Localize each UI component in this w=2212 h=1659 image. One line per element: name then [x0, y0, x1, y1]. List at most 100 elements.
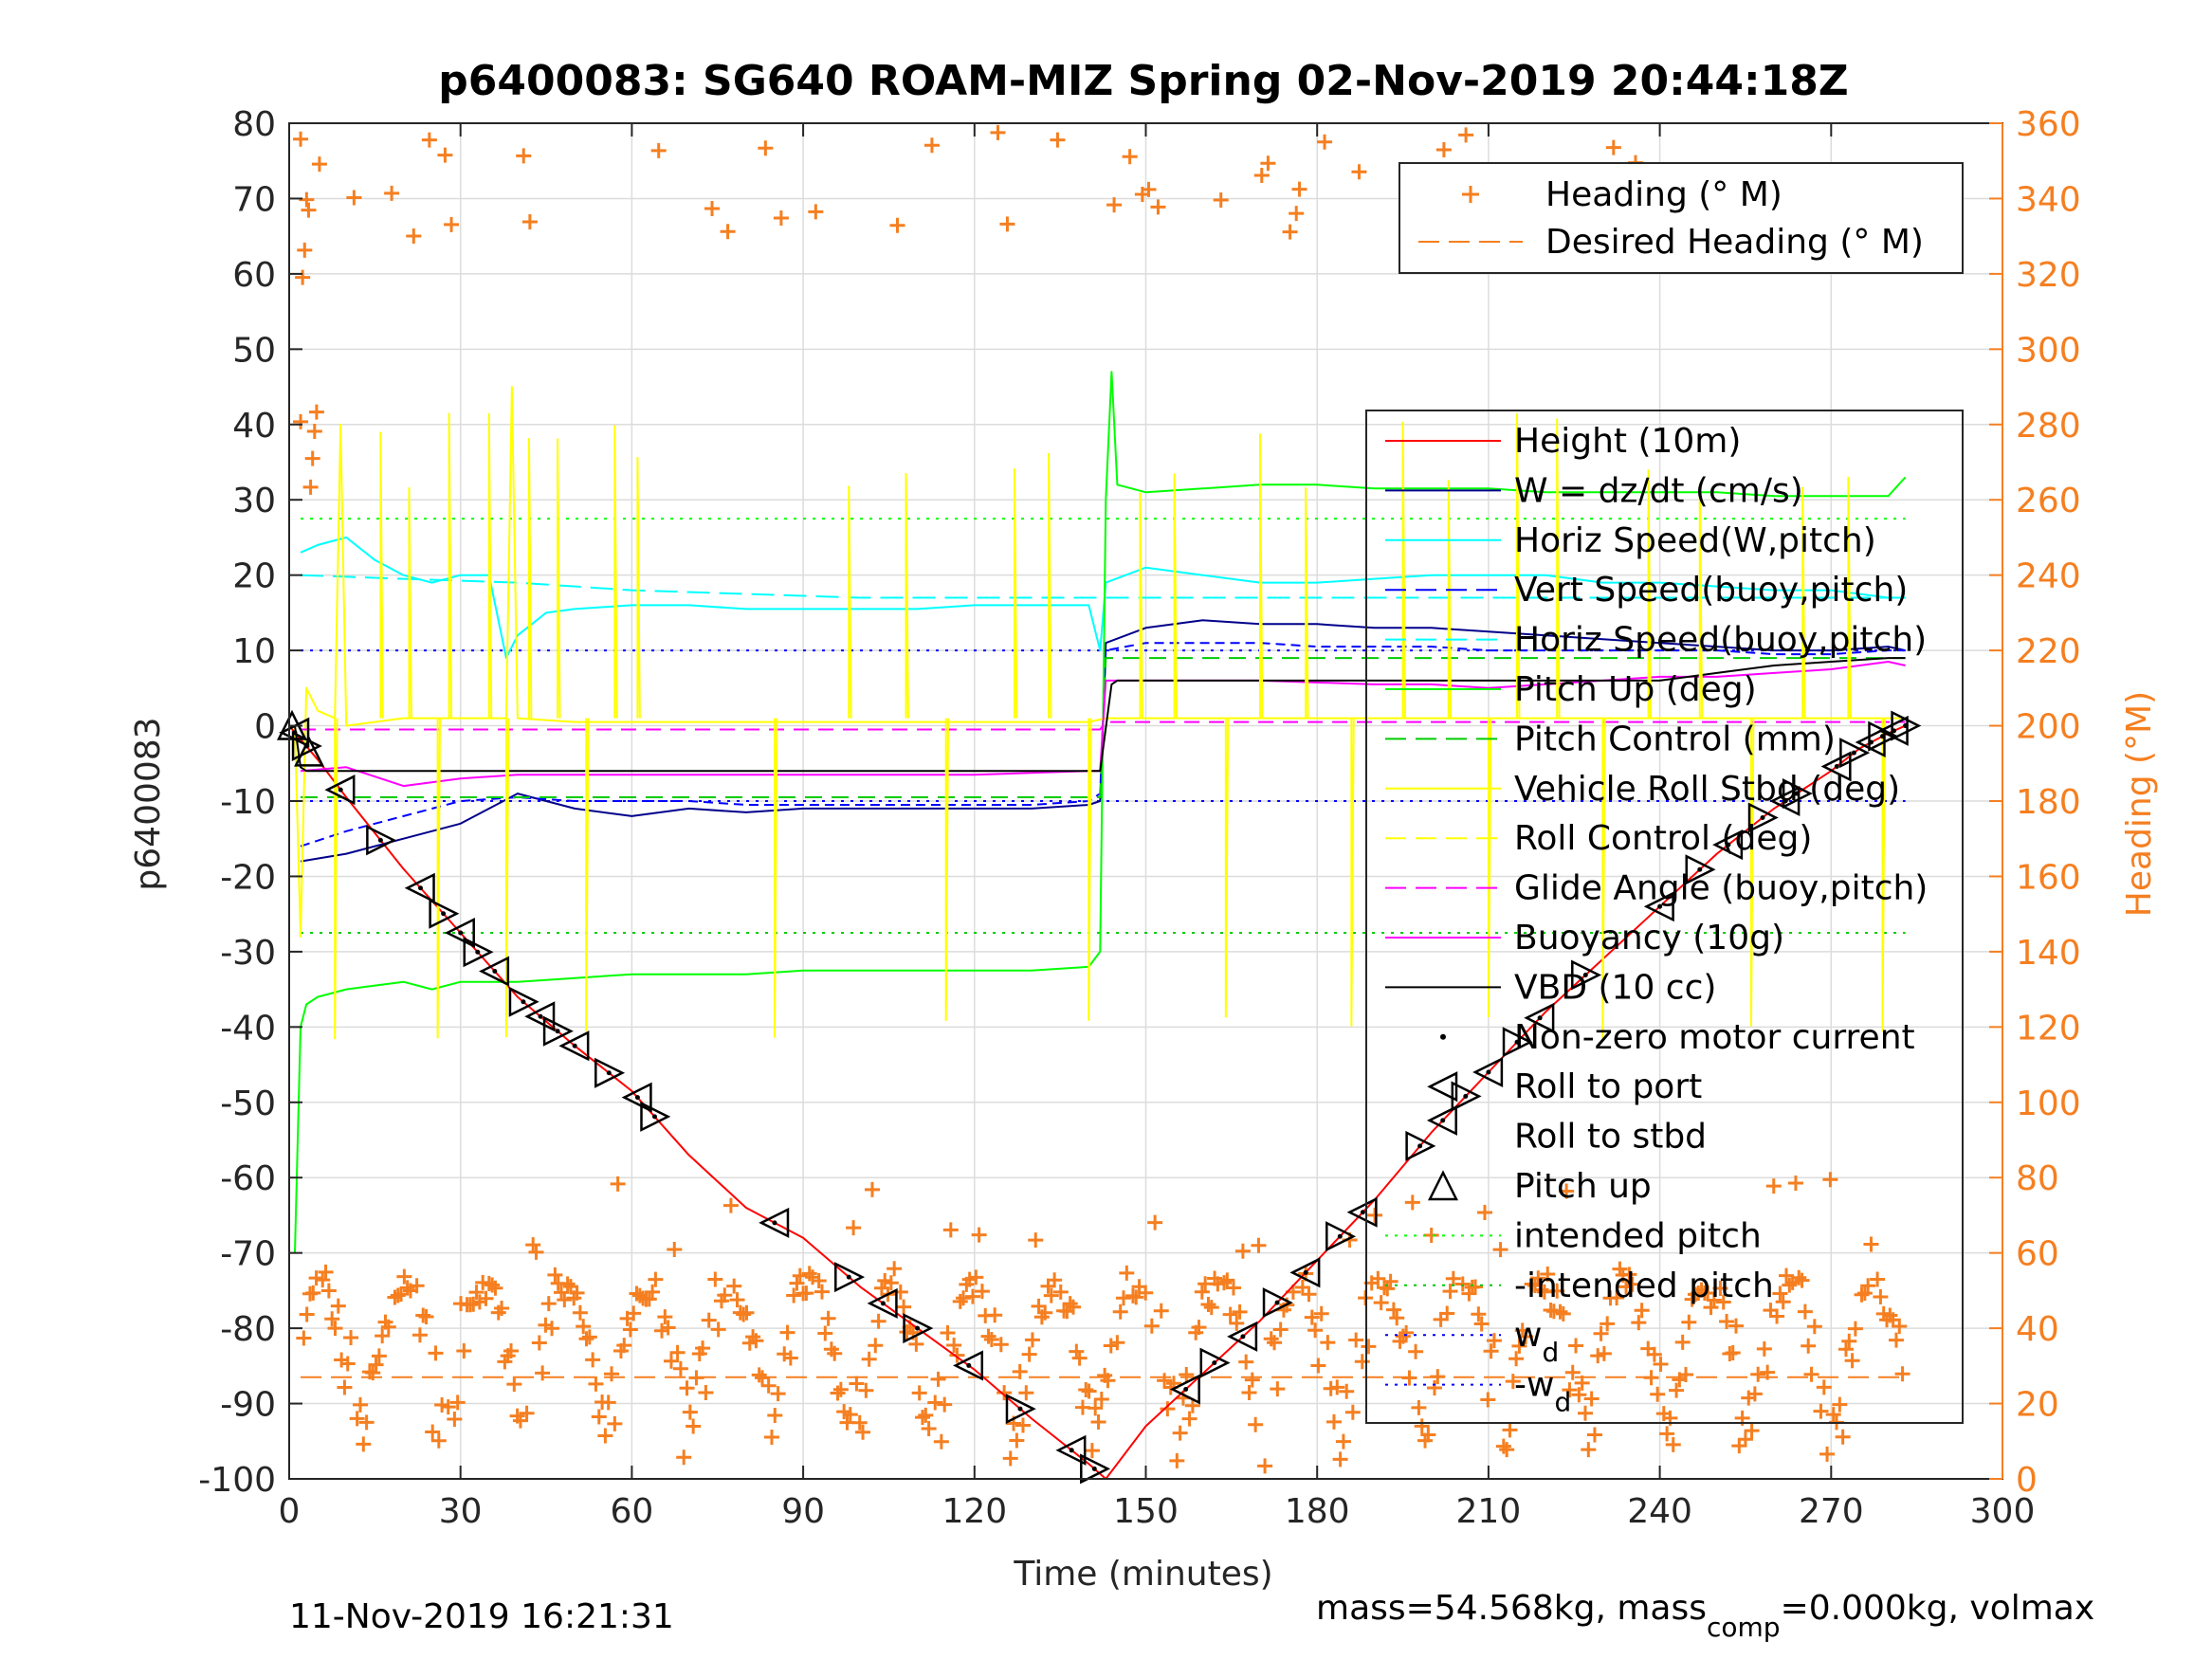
heading-marker	[1373, 1295, 1389, 1311]
heading-marker	[569, 1285, 585, 1301]
heading-marker	[1737, 1431, 1753, 1448]
heading-marker	[1179, 1366, 1195, 1382]
heading-marker	[1873, 1288, 1889, 1304]
heading-marker	[1066, 1299, 1081, 1315]
heading-marker	[415, 1307, 431, 1323]
heading-marker	[315, 1272, 331, 1288]
heading-marker	[1143, 1318, 1160, 1334]
heading-marker	[616, 1338, 632, 1354]
heading-marker	[851, 1414, 868, 1431]
roll-spike	[1305, 487, 1309, 719]
heading-marker	[883, 1275, 899, 1291]
heading-marker	[921, 1421, 937, 1437]
heading-marker	[411, 1327, 428, 1343]
heading-marker	[1225, 1280, 1241, 1296]
roll-spike	[1881, 718, 1886, 1032]
motor-current-dot	[1880, 734, 1886, 739]
heading-marker	[1609, 1289, 1625, 1305]
heading-marker	[375, 1328, 391, 1344]
motor-current-dot	[1794, 791, 1800, 796]
heading-marker	[607, 1415, 623, 1431]
legend-main-label: Buoyancy (10g)	[1514, 919, 1784, 957]
motor-current-dot	[572, 1043, 577, 1048]
heading-marker	[650, 142, 667, 158]
heading-marker	[572, 1304, 588, 1321]
heading-marker	[1172, 1425, 1188, 1441]
heading-marker	[296, 1330, 312, 1346]
heading-marker	[996, 1385, 1013, 1401]
heading-marker	[299, 1306, 315, 1322]
heading-marker	[1712, 1280, 1728, 1296]
motor-current-dot	[538, 1013, 543, 1019]
heading-marker	[304, 450, 320, 466]
heading-marker	[1797, 1304, 1813, 1320]
heading-marker	[484, 1277, 501, 1293]
motor-current-dot	[1760, 814, 1765, 820]
heading-marker	[722, 1197, 739, 1213]
triangle-marker-right	[1405, 1130, 1436, 1161]
heading-marker	[1825, 1407, 1841, 1423]
legend-heading: Heading (° M) Desired Heading (° M)	[1398, 162, 1964, 274]
heading-marker	[1021, 1346, 1037, 1362]
heading-marker	[531, 1335, 547, 1351]
heading-marker	[911, 1385, 927, 1401]
y-tick-label: 80	[232, 105, 276, 144]
heading-marker	[1787, 1176, 1803, 1192]
heading-marker	[1574, 1375, 1590, 1391]
legend-main-box	[1365, 410, 1964, 1424]
heading-marker	[1194, 1284, 1210, 1300]
y2-tick-label: 160	[2016, 858, 2081, 897]
heading-marker	[506, 1376, 522, 1393]
heading-marker	[1492, 1242, 1508, 1258]
heading-marker	[832, 1381, 849, 1397]
motor-current-dot	[1240, 1334, 1246, 1340]
heading-marker	[1018, 1385, 1034, 1401]
heading-marker	[808, 204, 824, 220]
footer-mass-sub: comp	[1707, 1612, 1781, 1643]
y2-tick-label: 340	[2016, 180, 2081, 219]
triangle-marker-right	[1199, 1347, 1231, 1378]
heading-marker	[971, 1227, 987, 1243]
heading-marker	[755, 1370, 771, 1386]
heading-marker	[760, 1377, 777, 1394]
heading-marker	[494, 1301, 510, 1317]
heading-marker	[1191, 1320, 1207, 1336]
heading-marker	[1499, 1442, 1515, 1458]
roll-spike	[1847, 476, 1852, 719]
heading-marker	[600, 1395, 616, 1411]
heading-marker	[980, 1328, 996, 1344]
motor-current-dot	[1851, 750, 1856, 756]
legend-main-label: -intended pitch	[1514, 1267, 1774, 1305]
legend-main-label: Non-zero motor current	[1514, 1018, 1915, 1057]
roll-spike	[1556, 418, 1561, 719]
legend-main-swatch	[1427, 1071, 1458, 1103]
heading-marker	[1772, 1285, 1788, 1302]
heading-marker	[1289, 206, 1305, 222]
heading-marker	[1775, 1294, 1791, 1310]
heading-marker	[1200, 1297, 1216, 1313]
series-pitch-control-mm-	[301, 657, 1906, 798]
heading-marker	[1248, 1416, 1264, 1432]
legend-main-label: Pitch Up (deg)	[1514, 670, 1757, 709]
heading-marker	[293, 131, 309, 147]
heading-marker	[792, 1267, 808, 1284]
heading-marker	[444, 216, 460, 232]
heading-marker	[1468, 1279, 1484, 1295]
heading-marker	[1765, 1178, 1782, 1194]
y2-tick-label: 100	[2016, 1085, 2081, 1123]
legend-main-label: Vehicle Roll Stbd (deg)	[1514, 770, 1900, 809]
heading-marker	[1203, 1300, 1219, 1316]
heading-marker	[720, 224, 736, 240]
heading-marker	[1665, 1436, 1681, 1452]
roll-spike	[1173, 473, 1179, 719]
heading-marker	[297, 242, 313, 258]
heading-marker	[1088, 1400, 1104, 1416]
y2-tick-label: 40	[2016, 1310, 2059, 1349]
legend-main-label: wd	[1514, 1316, 1559, 1368]
triangle-marker-left	[952, 1350, 984, 1381]
heading-marker	[324, 1311, 340, 1327]
legend-main-label: Horiz Speed(buoy,pitch)	[1514, 621, 1927, 660]
heading-marker	[1304, 1309, 1320, 1325]
triangle-marker-left	[1055, 1434, 1087, 1466]
x-axis-label: Time (minutes)	[1013, 1555, 1272, 1594]
